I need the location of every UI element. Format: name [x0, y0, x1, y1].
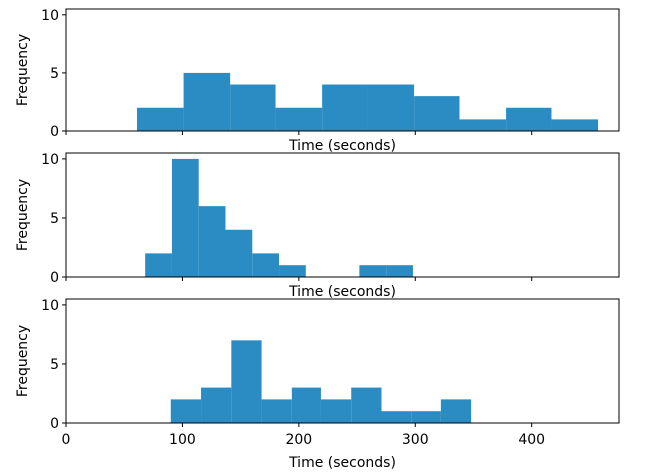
histogram-bar-2-10 — [386, 265, 413, 277]
x-axis-label-1: Time (seconds) — [288, 138, 396, 154]
y-axis-label-1: Frequency — [15, 34, 31, 106]
histogram-bar-1-2 — [183, 72, 231, 131]
histogram-bar-3-10 — [440, 399, 472, 423]
histogram-bar-3-6 — [320, 399, 352, 423]
y-tick-label-2-1: 0 — [50, 270, 59, 286]
y-axis-label-2: Frequency — [15, 179, 31, 251]
y-axis-label-3: Frequency — [15, 325, 31, 397]
histogram-bar-1-9 — [506, 107, 552, 131]
axes-frame-2 — [65, 152, 620, 278]
histogram-bar-1-5 — [322, 84, 368, 131]
histogram-bar-3-2 — [201, 387, 232, 423]
subplot-2: 0 5 10 Time (seconds) Frequency — [15, 152, 620, 300]
axes-frame-1 — [65, 8, 620, 132]
x-axis-label-3: Time (seconds) — [288, 455, 396, 471]
y-tick-label-3-3: 10 — [41, 298, 59, 314]
histogram-bar-2-5 — [252, 253, 280, 277]
histogram-bar-1-1 — [137, 107, 184, 131]
histogram-bar-3-1 — [170, 399, 202, 423]
x-tick-label-5: 400 — [518, 432, 545, 448]
histogram-bar-1-6 — [367, 84, 415, 131]
histogram-bar-1-7 — [414, 96, 460, 131]
subplot-1: 0 5 10 Time (seconds) Frequency — [15, 8, 620, 154]
y-tick-label-2-3: 10 — [41, 152, 59, 168]
histogram-bar-2-4 — [225, 229, 253, 277]
histogram-bar-3-8 — [381, 411, 412, 423]
histogram-bar-2-6 — [279, 265, 306, 277]
histogram-bar-2-1 — [145, 253, 172, 277]
axes-frame-3 — [65, 298, 620, 424]
histogram-bar-3-4 — [261, 399, 292, 423]
histogram-bar-2-3 — [198, 206, 226, 277]
histogram-bar-3-9 — [411, 411, 441, 423]
y-tick-label-1-3: 10 — [41, 8, 59, 24]
x-tick-label-1: 0 — [62, 432, 71, 448]
histogram-bar-2-9 — [359, 265, 387, 277]
histogram-bar-3-3 — [231, 340, 262, 423]
x-tick-label-4: 300 — [402, 432, 429, 448]
y-tick-label-3-2: 5 — [50, 357, 59, 373]
y-tick-label-3-1: 0 — [50, 416, 59, 432]
histogram-bar-3-7 — [351, 387, 382, 423]
histogram-bar-3-5 — [291, 387, 321, 423]
histogram-bar-1-10 — [551, 119, 599, 131]
histogram-bar-2-2 — [171, 158, 199, 277]
x-axis-label-2: Time (seconds) — [288, 284, 396, 300]
y-tick-label-1-1: 0 — [50, 124, 59, 140]
x-tick-label-3: 200 — [285, 432, 312, 448]
x-tick-label-2: 100 — [169, 432, 196, 448]
histogram-bar-1-3 — [230, 84, 276, 131]
histogram-bar-1-4 — [275, 107, 323, 131]
y-tick-label-1-2: 5 — [50, 66, 59, 82]
y-tick-label-2-2: 5 — [50, 211, 59, 227]
histogram-bar-1-8 — [459, 119, 507, 131]
